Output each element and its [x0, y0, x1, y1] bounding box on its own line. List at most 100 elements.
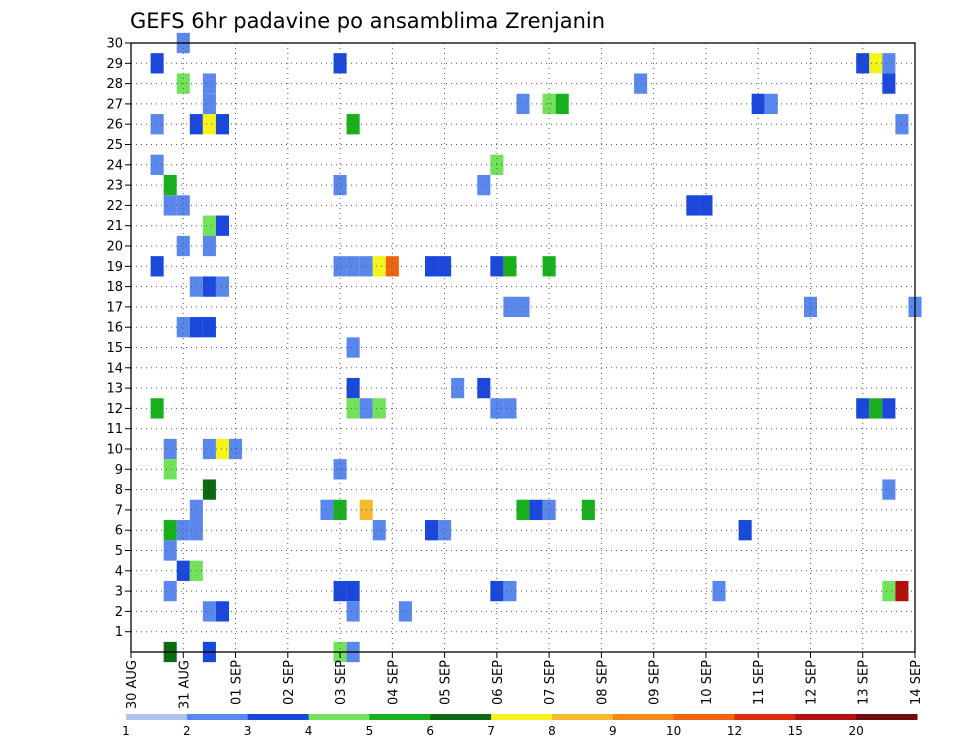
legend-swatch [795, 714, 857, 720]
heatmap-cell [202, 601, 216, 622]
legend-label: 5 [366, 724, 374, 738]
legend-label: 7 [487, 724, 495, 738]
legend-swatch [551, 714, 614, 720]
legend-label: 10 [666, 724, 681, 738]
heatmap-cell [215, 114, 229, 135]
heatmap-cell [699, 195, 713, 216]
heatmap-cell [346, 377, 360, 399]
legend-label: 8 [548, 724, 556, 738]
heatmap-cell [712, 580, 726, 602]
heatmap-cell [202, 235, 216, 257]
heatmap-cell [477, 174, 491, 196]
heatmap-cell [503, 580, 517, 602]
heatmap-cell [176, 235, 190, 257]
legend-swatch [369, 714, 431, 720]
heatmap-cell [202, 215, 216, 236]
heatmap-cell [438, 256, 452, 277]
y-tick-label: 8 [115, 483, 123, 498]
ticks-layer: 1234567891011121314151617181920212223242… [106, 37, 924, 710]
x-tick-label: 14 SEP [909, 660, 924, 705]
y-tick-label: 16 [106, 321, 123, 336]
grid-layer [131, 43, 915, 652]
y-tick-label: 30 [106, 37, 123, 52]
heatmap-cell [163, 459, 177, 480]
heatmap-cell [150, 256, 164, 277]
heatmap-cell [346, 398, 360, 419]
chart-title: GEFS 6hr padavine po ansamblima Zrenjani… [130, 9, 605, 33]
heatmap-cell [438, 520, 452, 541]
y-tick-label: 5 [115, 544, 123, 559]
x-tick-label: 05 SEP [439, 660, 454, 705]
heatmap-cell [333, 459, 347, 480]
y-tick-label: 6 [115, 524, 123, 539]
heatmap-cell [346, 337, 360, 358]
heatmap-cell [150, 398, 164, 419]
heatmap-cell [202, 276, 216, 297]
x-tick-label: 04 SEP [386, 660, 401, 705]
legend-swatch [491, 714, 553, 720]
heatmap-cell [215, 276, 229, 297]
heatmap-cell [882, 53, 896, 74]
heatmap-cell [542, 256, 556, 277]
plot-frame [130, 42, 916, 653]
y-tick-label: 11 [106, 422, 123, 437]
heatmap-cell [163, 174, 177, 196]
heatmap-cell [150, 154, 164, 175]
legend-label: 9 [609, 724, 617, 738]
legend-label: 2 [183, 724, 191, 738]
heatmap-cell [555, 93, 569, 115]
heatmap-cell [372, 256, 386, 277]
x-tick-label: 08 SEP [595, 660, 610, 705]
x-tick-label: 10 SEP [700, 660, 715, 705]
y-tick-label: 19 [106, 260, 123, 275]
color-legend: 1 2 3 4 5 6 7 8 9 10 12 15 20 [122, 714, 918, 738]
x-tick-label: 06 SEP [491, 660, 506, 705]
x-tick-label: 11 SEP [752, 660, 767, 705]
legend-swatch [126, 714, 188, 720]
legend-swatch [308, 714, 370, 720]
x-tick-label: 02 SEP [282, 660, 297, 705]
heatmap-cell [869, 53, 883, 74]
y-tick-label: 27 [106, 97, 123, 112]
heatmap-cell [882, 580, 896, 602]
heatmap-cell [503, 256, 517, 277]
legend-label: 20 [849, 724, 864, 738]
y-tick-label: 17 [106, 300, 123, 315]
legend-swatch [186, 714, 249, 720]
heatmap-cell [372, 520, 386, 541]
heatmap-cell [163, 540, 177, 561]
y-tick-label: 3 [115, 585, 123, 600]
y-tick-label: 2 [115, 605, 123, 620]
heatmap-cell [451, 377, 465, 399]
heatmap-cell [202, 73, 216, 94]
legend-label: 12 [727, 724, 742, 738]
heatmap-cell [346, 256, 360, 277]
y-tick-label: 4 [115, 564, 123, 579]
heatmap-cell [163, 438, 177, 460]
heatmap-cell [372, 398, 386, 419]
heatmap-cell [882, 73, 896, 94]
y-tick-label: 15 [106, 341, 123, 356]
heatmap-cell [581, 499, 595, 521]
x-tick-label: 31 AUG [177, 660, 192, 709]
heatmap-cell [882, 398, 896, 419]
heatmap-cell [215, 601, 229, 622]
x-tick-label: 09 SEP [648, 660, 663, 705]
legend-swatch [247, 714, 310, 720]
x-tick-label: 30 AUG [125, 660, 140, 709]
y-tick-label: 23 [106, 179, 123, 194]
heatmap-cell [869, 398, 883, 419]
x-tick-label: 12 SEP [804, 660, 819, 705]
y-tick-label: 25 [106, 138, 123, 153]
heatmap-cell [202, 317, 216, 338]
heatmap-cell [882, 479, 896, 500]
heatmap-cell [163, 580, 177, 602]
heatmap-cell [333, 499, 347, 521]
heatmap-cell [516, 296, 530, 318]
y-tick-label: 28 [106, 77, 123, 92]
heatmap-cell [202, 438, 216, 460]
y-tick-label: 1 [115, 625, 123, 640]
legend-label: 1 [122, 724, 130, 738]
x-tick-label: 07 SEP [543, 660, 558, 705]
heatmap-cell [202, 479, 216, 500]
